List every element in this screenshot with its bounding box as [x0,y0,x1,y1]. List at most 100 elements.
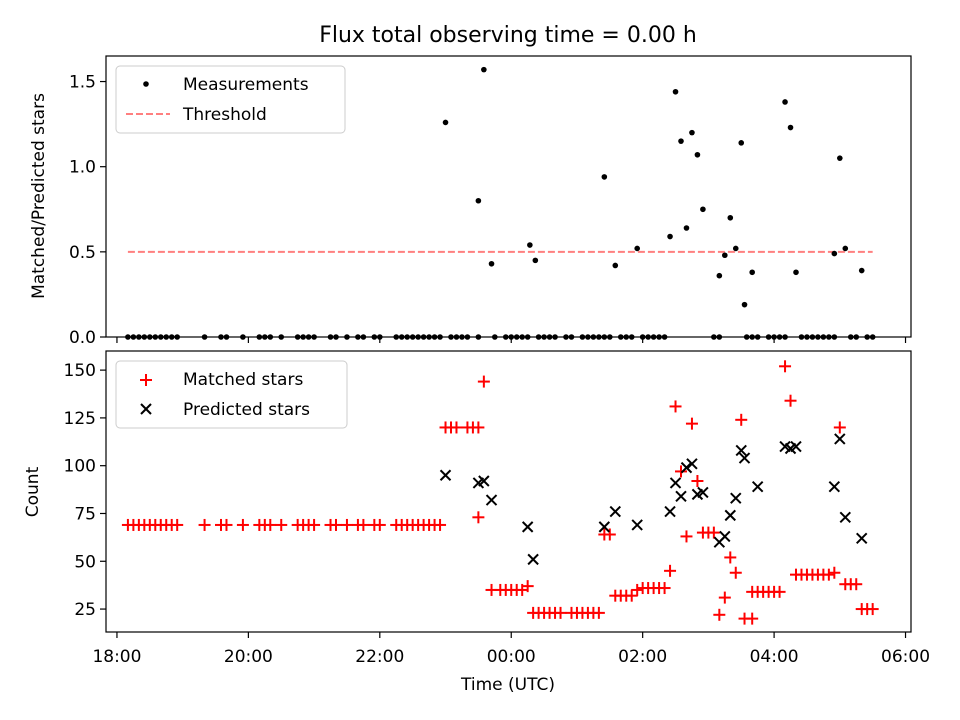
bottom-y-tick-label: 50 [74,552,96,572]
matched-star-point [691,474,704,487]
measurement-point [532,257,539,264]
measurement-point [442,119,449,126]
matched-star-point [680,530,693,543]
x-tick-label: 02:00 [618,647,667,667]
matched-star-point [220,518,233,531]
predicted-star-point [631,519,643,531]
matched-star-point [713,608,726,621]
measurement-point [683,225,690,231]
matched-star-point [669,400,682,413]
matched-star-point [554,606,567,619]
bottom-y-tick-label: 150 [64,361,96,381]
bottom-y-axis-label: Count [23,466,43,517]
bottom-y-tick-label: 25 [74,600,96,620]
matched-star-point [675,465,687,478]
legend-measurements-label: Measurements [183,75,309,95]
matched-star-point [264,518,277,531]
measurement-point [782,99,788,105]
top-y-tick-label: 1.5 [69,73,96,93]
predicted-star-point [598,521,611,533]
top-plot-frame [105,55,912,338]
measurement-point [612,262,619,269]
measurement-point [722,252,728,259]
x-tick-label: 04:00 [750,647,799,667]
top-y-tick-label: 1.0 [69,158,96,178]
measurement-point [738,140,745,146]
matched-star-point [434,518,447,531]
predicted-star-point [669,477,682,489]
top-y-tick-label: 0.0 [69,328,96,348]
predicted-star-point [527,553,539,566]
matched-star-point [472,421,485,434]
predicted-star-point [839,511,851,524]
matched-star-point [477,375,490,388]
top-legend: Measurements Threshold [115,65,346,134]
legend-predicted-marker [140,403,152,415]
matched-star-point [833,421,846,434]
matched-star-point [724,551,737,564]
predicted-star-point [675,490,687,502]
matched-star-point [828,566,841,579]
measurement-point [837,155,843,161]
measurement-point [694,151,701,158]
matched-star-point [631,583,644,596]
measurement-point [732,245,739,252]
matched-star-point [664,564,677,577]
predicted-star-point [856,532,868,545]
measurement-point [842,245,849,252]
x-tick-label: 22:00 [355,647,404,667]
matched-star-point [707,526,720,539]
matched-star-point [866,603,879,616]
matched-star-point [592,606,605,619]
predicted-star-point [735,444,747,457]
top-y-axis-label: Matched/Predicted stars [29,93,49,299]
matched-star-point [779,360,792,373]
legend-threshold-label: Threshold [182,105,267,125]
matched-star-point [521,580,534,593]
chart-title: Flux total observing time = 0.00 h [319,23,697,48]
predicted-star-point [664,505,676,518]
predicted-star-point [719,530,731,543]
x-tick-label: 00:00 [487,647,536,667]
x-tick-label: 20:00 [224,647,273,667]
measurement-point [793,269,799,276]
top-y-tick-label: 0.5 [69,243,96,263]
legend-matched-label: Matched stars [183,370,303,390]
matched-star-point [330,518,342,531]
matched-star-point [357,518,370,531]
predicted-star-point [439,469,452,481]
legend-measurements-marker [143,81,149,87]
measurement-point [475,197,482,204]
predicted-star-point [609,505,621,518]
matched-star-point [850,578,863,591]
measurement-point [488,260,495,267]
predicted-star-point [697,486,709,499]
matched-star-point [198,518,211,531]
top-plot: 0.0 0.5 1.0 1.5 Matched/Predicted stars Mea… [29,55,912,348]
matched-star-point [773,585,786,598]
matched-star-point [625,589,638,602]
matched-star-point [729,566,742,579]
predicted-star-point [680,461,693,474]
predicted-star-point [834,433,846,445]
x-axis-label: Time (UTC) [460,675,555,695]
measurement-point [527,242,533,248]
predicted-star-point [730,492,742,504]
matched-star-point [472,511,485,524]
predicted-star-point [738,452,751,464]
measurement-point [667,233,673,240]
bottom-plot: 25 50 75 100 125 150 18:00 20:00 22:00 00:00 02:00… [23,350,930,695]
measurement-point [716,272,723,279]
measurement-point [831,250,838,257]
matched-star-point [658,582,671,595]
bottom-y-tick-label: 125 [64,409,96,429]
x-tick-label: 06:00 [881,647,930,667]
matched-star-point [171,518,184,531]
matched-star-point [718,591,731,604]
matched-star-point [746,612,759,625]
measurement-point [689,129,695,136]
matched-star-point [735,413,748,426]
measurement-point [601,174,608,180]
matched-star-point [450,421,463,434]
predicted-star-point [724,509,736,522]
